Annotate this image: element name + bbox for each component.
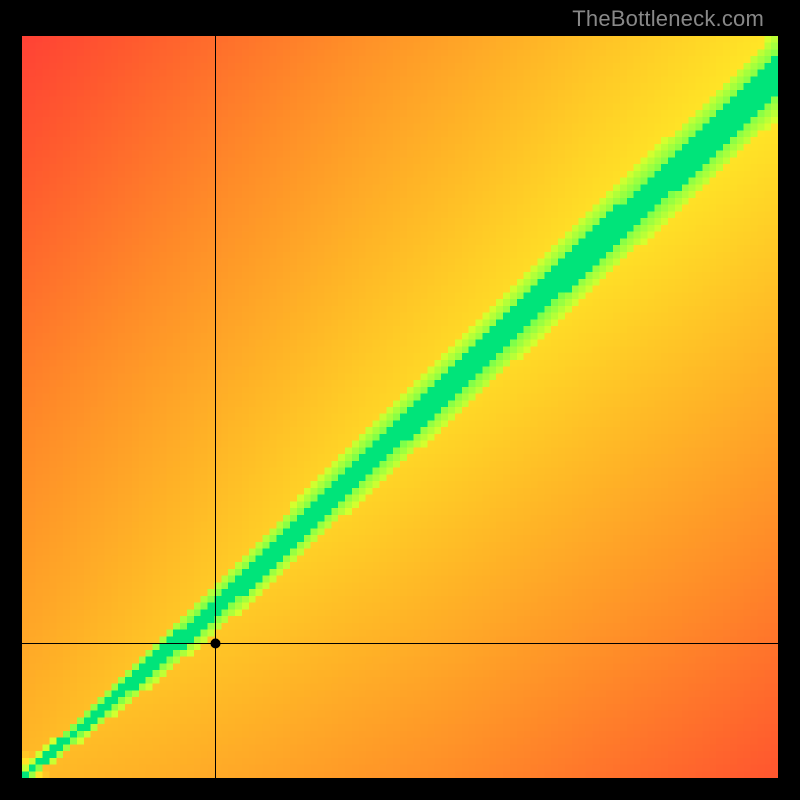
watermark-text: TheBottleneck.com xyxy=(572,6,764,32)
crosshair-marker xyxy=(22,36,778,778)
chart-frame: TheBottleneck.com xyxy=(0,0,800,800)
plot-area xyxy=(22,36,778,778)
